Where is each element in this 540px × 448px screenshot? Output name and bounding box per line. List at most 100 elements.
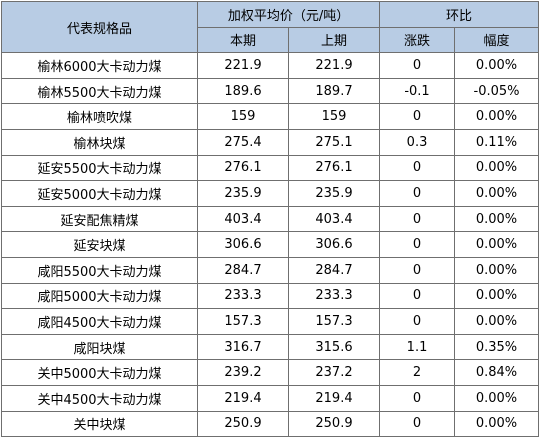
change-cell: 2 <box>379 359 456 386</box>
pct-cell: 0.00% <box>454 282 540 310</box>
previous-price-cell: 221.9 <box>287 52 381 79</box>
previous-price-cell: 233.3 <box>287 282 381 310</box>
current-price-cell: 219.4 <box>197 384 289 412</box>
product-name-cell: 榆林块煤 <box>1 128 198 156</box>
previous-price-cell: 275.1 <box>287 128 381 156</box>
change-cell: 0 <box>379 180 456 207</box>
change-cell: 0 <box>379 103 456 130</box>
product-name-cell: 咸阳5500大卡动力煤 <box>1 256 198 284</box>
product-name-cell: 关中块煤 <box>1 410 198 438</box>
table-row: 咸阳块煤 316.7 315.6 1.1 0.35% <box>1 333 540 361</box>
change-cell: 0 <box>379 52 456 79</box>
current-price-cell: 250.9 <box>197 410 289 438</box>
table-row: 咸阳5500大卡动力煤 284.7 284.7 0 0.00% <box>1 256 540 284</box>
current-price-cell: 403.4 <box>197 205 289 233</box>
current-price-cell: 276.1 <box>197 154 289 182</box>
pct-cell: 0.11% <box>454 128 540 156</box>
previous-price-cell: 219.4 <box>287 384 381 412</box>
pct-cell: 0.00% <box>454 52 540 79</box>
pct-cell: 0.00% <box>454 231 540 258</box>
previous-price-cell: 189.7 <box>287 77 381 105</box>
current-price-cell: 306.6 <box>197 231 289 258</box>
product-name-cell: 咸阳块煤 <box>1 333 198 361</box>
product-name-cell: 延安块煤 <box>1 231 198 258</box>
change-cell: 1.1 <box>379 333 456 361</box>
header-change: 涨跌 <box>379 26 456 54</box>
previous-price-cell: 237.2 <box>287 359 381 386</box>
pct-cell: 0.00% <box>454 154 540 182</box>
pct-cell: -0.05% <box>454 77 540 105</box>
table-row: 榆林5500大卡动力煤 189.6 189.7 -0.1 -0.05% <box>1 77 540 105</box>
table-header: 代表规格品 加权平均价（元/吨） 环比 本期 上期 涨跌 幅度 <box>1 0 540 54</box>
current-price-cell: 221.9 <box>197 52 289 79</box>
change-cell: 0.3 <box>379 128 456 156</box>
table-row: 关中4500大卡动力煤 219.4 219.4 0 0.00% <box>1 384 540 412</box>
current-price-cell: 275.4 <box>197 128 289 156</box>
previous-price-cell: 284.7 <box>287 256 381 284</box>
pct-cell: 0.00% <box>454 308 540 335</box>
product-name-cell: 咸阳4500大卡动力煤 <box>1 308 198 335</box>
change-cell: 0 <box>379 308 456 335</box>
table-row: 榆林块煤 275.4 275.1 0.3 0.11% <box>1 128 540 156</box>
header-current: 本期 <box>197 26 289 54</box>
pct-cell: 0.00% <box>454 410 540 438</box>
header-price-group: 加权平均价（元/吨） <box>196 1 381 28</box>
current-price-cell: 239.2 <box>197 359 289 386</box>
current-price-cell: 157.3 <box>197 308 289 335</box>
product-name-cell: 榆林喷吹煤 <box>1 103 198 130</box>
change-cell: 0 <box>379 410 456 438</box>
product-name-cell: 关中5000大卡动力煤 <box>1 359 198 386</box>
table-row: 延安块煤 306.6 306.6 0 0.00% <box>1 231 540 258</box>
product-name-cell: 延安5500大卡动力煤 <box>1 154 198 182</box>
previous-price-cell: 235.9 <box>287 180 381 207</box>
change-cell: 0 <box>379 154 456 182</box>
table-row: 咸阳4500大卡动力煤 157.3 157.3 0 0.00% <box>1 308 540 335</box>
pct-cell: 0.00% <box>454 103 540 130</box>
pct-cell: 0.00% <box>454 384 540 412</box>
change-cell: 0 <box>379 282 456 310</box>
previous-price-cell: 157.3 <box>287 308 381 335</box>
previous-price-cell: 159 <box>287 103 381 130</box>
change-cell: 0 <box>379 256 456 284</box>
pct-cell: 0.84% <box>454 359 540 386</box>
change-cell: 0 <box>379 205 456 233</box>
product-name-cell: 榆林5500大卡动力煤 <box>1 77 198 105</box>
header-previous: 上期 <box>287 26 381 54</box>
table-row: 榆林6000大卡动力煤 221.9 221.9 0 0.00% <box>1 52 540 79</box>
change-cell: -0.1 <box>379 77 456 105</box>
header-product: 代表规格品 <box>1 0 198 54</box>
product-name-cell: 榆林6000大卡动力煤 <box>1 52 198 79</box>
table-row: 延安5500大卡动力煤 276.1 276.1 0 0.00% <box>1 154 540 182</box>
pct-cell: 0.00% <box>454 205 540 233</box>
previous-price-cell: 403.4 <box>287 205 381 233</box>
table-row: 榆林喷吹煤 159 159 0 0.00% <box>1 103 540 130</box>
coal-price-table: 代表规格品 加权平均价（元/吨） 环比 本期 上期 涨跌 幅度 榆林6000大卡… <box>1 0 540 438</box>
current-price-cell: 316.7 <box>197 333 289 361</box>
current-price-cell: 159 <box>197 103 289 130</box>
current-price-cell: 233.3 <box>197 282 289 310</box>
previous-price-cell: 276.1 <box>287 154 381 182</box>
change-cell: 0 <box>379 384 456 412</box>
pct-cell: 0.00% <box>454 180 540 207</box>
change-cell: 0 <box>379 231 456 258</box>
previous-price-cell: 306.6 <box>287 231 381 258</box>
current-price-cell: 189.6 <box>197 77 289 105</box>
previous-price-cell: 315.6 <box>287 333 381 361</box>
previous-price-cell: 250.9 <box>287 410 381 438</box>
header-change-group: 环比 <box>379 1 540 28</box>
product-name-cell: 关中4500大卡动力煤 <box>1 384 198 412</box>
table-row: 延安5000大卡动力煤 235.9 235.9 0 0.00% <box>1 180 540 207</box>
table-row: 咸阳5000大卡动力煤 233.3 233.3 0 0.00% <box>1 282 540 310</box>
table-row: 延安配焦精煤 403.4 403.4 0 0.00% <box>1 205 540 233</box>
current-price-cell: 235.9 <box>197 180 289 207</box>
product-name-cell: 咸阳5000大卡动力煤 <box>1 282 198 310</box>
pct-cell: 0.00% <box>454 256 540 284</box>
product-name-cell: 延安5000大卡动力煤 <box>1 180 198 207</box>
table-row: 关中块煤 250.9 250.9 0 0.00% <box>1 410 540 438</box>
header-pct: 幅度 <box>454 26 540 54</box>
product-name-cell: 延安配焦精煤 <box>1 205 198 233</box>
table-body: 榆林6000大卡动力煤 221.9 221.9 0 0.00% 榆林5500大卡动力煤 18… <box>1 52 540 438</box>
pct-cell: 0.35% <box>454 333 540 361</box>
table-row: 关中5000大卡动力煤 239.2 237.2 2 0.84% <box>1 359 540 386</box>
current-price-cell: 284.7 <box>197 256 289 284</box>
